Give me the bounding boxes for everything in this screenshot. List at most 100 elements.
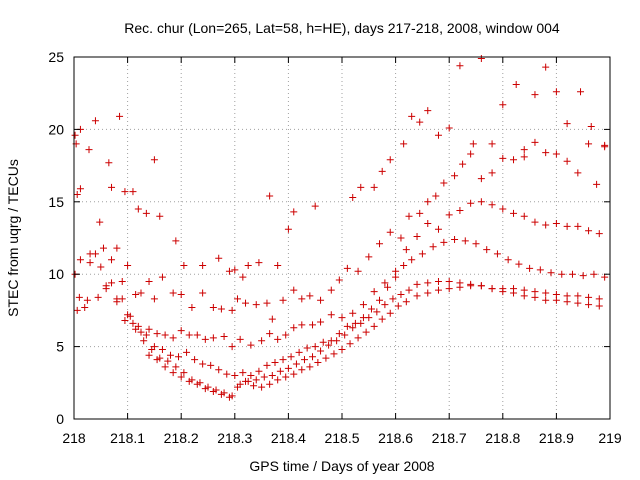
data-point <box>365 253 373 261</box>
data-point <box>370 322 378 330</box>
data-point <box>338 314 346 322</box>
data-point <box>124 311 132 319</box>
data-point <box>587 123 595 131</box>
data-point <box>276 367 284 375</box>
data-point <box>595 230 603 238</box>
data-point <box>467 150 475 158</box>
data-point <box>381 301 389 309</box>
data-point <box>96 218 104 226</box>
x-tick-label: 218.8 <box>485 430 520 446</box>
data-point <box>459 160 467 168</box>
data-point <box>217 390 225 398</box>
data-point <box>488 169 496 177</box>
data-point <box>392 273 400 281</box>
data-point <box>86 259 94 267</box>
data-point <box>193 380 201 388</box>
data-point <box>306 363 314 371</box>
data-point <box>282 373 290 381</box>
data-point <box>357 319 365 327</box>
data-point <box>386 156 394 164</box>
data-point <box>574 299 582 307</box>
data-point <box>542 149 550 157</box>
data-point <box>520 146 528 154</box>
data-point <box>381 279 389 287</box>
data-point <box>499 288 507 296</box>
data-point <box>397 234 405 242</box>
data-point <box>552 88 560 96</box>
data-point <box>512 81 520 89</box>
x-tick-label: 218.2 <box>164 430 199 446</box>
x-tick-label: 218 <box>62 430 86 446</box>
data-point <box>134 205 142 213</box>
data-point <box>405 212 413 220</box>
data-point <box>343 264 351 272</box>
data-point <box>279 356 287 364</box>
grid-lines <box>74 57 610 419</box>
data-point <box>201 385 209 393</box>
data-point <box>408 112 416 120</box>
data-point <box>244 262 252 270</box>
data-point <box>477 54 485 62</box>
data-point <box>434 225 442 233</box>
data-point <box>499 154 507 162</box>
data-point <box>424 279 432 287</box>
data-point <box>268 315 276 323</box>
data-point <box>477 198 485 206</box>
data-point <box>394 302 402 310</box>
data-point <box>461 237 469 245</box>
data-point <box>129 188 137 196</box>
data-point <box>552 296 560 304</box>
data-point <box>223 370 231 378</box>
data-point <box>287 353 295 361</box>
data-point <box>233 295 241 303</box>
data-point <box>166 351 174 359</box>
data-point <box>282 331 290 339</box>
data-point <box>292 360 300 368</box>
x-tick-label: 218.3 <box>217 430 252 446</box>
data-point <box>284 225 292 233</box>
data-point <box>601 143 609 151</box>
data-point <box>376 240 384 248</box>
data-point <box>429 243 437 251</box>
y-axis-label: STEC from uqrg / TECUs <box>5 159 21 317</box>
data-point <box>451 172 459 180</box>
data-point <box>574 169 582 177</box>
data-point <box>177 327 185 335</box>
data-point <box>260 373 268 381</box>
data-point <box>434 286 442 294</box>
data-point <box>145 351 153 359</box>
data-point <box>488 140 496 148</box>
data-point <box>73 191 81 199</box>
data-point <box>477 175 485 183</box>
data-point <box>185 377 193 385</box>
data-point <box>357 183 365 191</box>
data-point <box>370 183 378 191</box>
data-point <box>563 120 571 128</box>
data-point <box>542 63 550 71</box>
data-point <box>424 107 432 115</box>
data-point <box>298 295 306 303</box>
data-point <box>142 331 150 339</box>
data-point <box>102 282 110 290</box>
data-point <box>169 334 177 342</box>
data-point <box>148 345 156 353</box>
data-point <box>284 364 292 372</box>
data-point <box>228 306 236 314</box>
data-point <box>378 315 386 323</box>
data-point <box>164 357 172 365</box>
data-point <box>402 298 410 306</box>
data-point <box>99 244 107 252</box>
data-point <box>424 198 432 206</box>
data-point <box>542 289 550 297</box>
data-point <box>585 301 593 309</box>
data-point <box>333 337 341 345</box>
data-point <box>225 393 233 401</box>
data-point <box>520 153 528 161</box>
data-point <box>384 283 392 291</box>
data-point <box>137 289 145 297</box>
data-point <box>413 233 421 241</box>
data-point <box>73 306 81 314</box>
data-point <box>121 188 129 196</box>
data-point <box>563 222 571 230</box>
data-point <box>215 366 223 374</box>
